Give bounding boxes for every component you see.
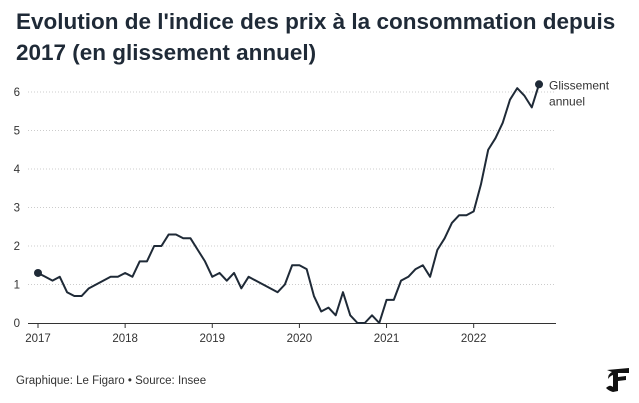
x-tick-label: 2019 bbox=[199, 333, 225, 345]
series-legend: Glissement annuel bbox=[549, 78, 610, 108]
y-tick-label: 0 bbox=[14, 318, 20, 330]
y-tick-label: 6 bbox=[14, 87, 20, 99]
y-tick-label: 3 bbox=[14, 203, 20, 215]
chart-title: Evolution de l'indice des prix à la cons… bbox=[16, 9, 616, 65]
series-line bbox=[37, 84, 540, 324]
legend-label: annuel bbox=[549, 94, 585, 108]
le-figaro-logo-icon bbox=[606, 368, 629, 392]
x-axis bbox=[28, 323, 556, 328]
y-tick-label: 2 bbox=[14, 241, 20, 253]
x-tick-label: 2017 bbox=[25, 333, 51, 345]
y-tick-label: 5 bbox=[14, 126, 20, 138]
footer-source: Source: Insee bbox=[135, 375, 207, 387]
x-tick-label: 2021 bbox=[374, 333, 400, 345]
x-axis-labels: 2017 2018 2019 2020 2021 2022 bbox=[25, 333, 486, 345]
x-tick-label: 2018 bbox=[112, 333, 138, 345]
footer-credit: Graphique: Le Figaro bbox=[16, 375, 125, 387]
legend-label: Glissement bbox=[549, 78, 610, 92]
y-tick-label: 4 bbox=[14, 164, 21, 176]
series-layer bbox=[34, 80, 544, 324]
x-tick-label: 2020 bbox=[287, 333, 313, 345]
series-start-point bbox=[34, 268, 42, 277]
y-tick-label: 1 bbox=[14, 280, 20, 292]
gridlines bbox=[28, 91, 556, 285]
footer-separator: • bbox=[127, 375, 132, 387]
y-axis-labels: 0 1 2 3 4 5 6 bbox=[14, 87, 21, 330]
series-end-point bbox=[535, 80, 544, 89]
footer: Graphique: Le Figaro • Source: Insee bbox=[16, 375, 206, 387]
x-tick-label: 2022 bbox=[461, 333, 487, 345]
